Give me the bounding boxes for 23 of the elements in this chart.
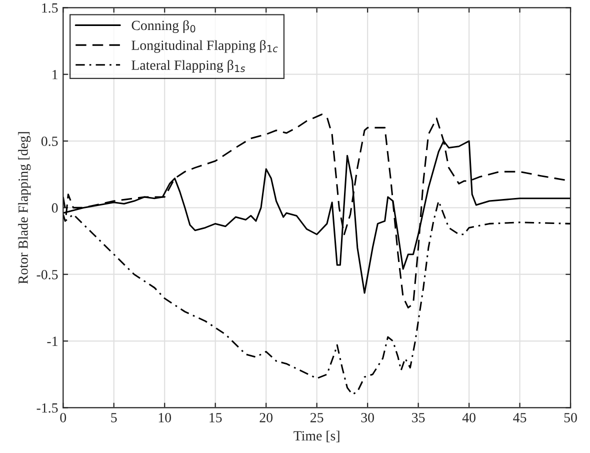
y-tick-label: -1	[47, 336, 58, 346]
x-tick-label: 45	[513, 413, 526, 422]
x-tick-label: 20	[260, 412, 273, 422]
x-tick-label: 10	[158, 412, 172, 422]
y-tick-label: 0	[52, 203, 58, 213]
legend-label: Lateral Flapping β$_{1s}$	[132, 60, 246, 73]
x-tick-label: 0	[60, 412, 66, 422]
x-tick-label: 5	[111, 413, 117, 422]
x-tick-label: 25	[310, 413, 324, 422]
legend-label: Conning β$_{0}$	[132, 20, 196, 33]
y-tick-label: 1.5	[42, 3, 58, 13]
x-tick-label: 30	[361, 412, 374, 422]
x-tick-label: 15	[210, 413, 222, 422]
x-tick-label: 35	[412, 413, 425, 422]
y-axis-title: Rotor Blade Flapping [deg]	[18, 132, 31, 284]
x-axis-title: Time [s]	[294, 430, 340, 442]
y-tick-label: 0.5	[41, 136, 58, 146]
y-tick-label: 1	[52, 70, 58, 80]
legend-label: Longitudinal Flapping β$_{1c}$	[132, 40, 278, 53]
y-tick-label: -0.5	[36, 270, 58, 280]
y-tick-label: -1.5	[36, 403, 58, 413]
x-tick-label: 50	[564, 412, 577, 422]
x-tick-label: 40	[462, 412, 476, 422]
